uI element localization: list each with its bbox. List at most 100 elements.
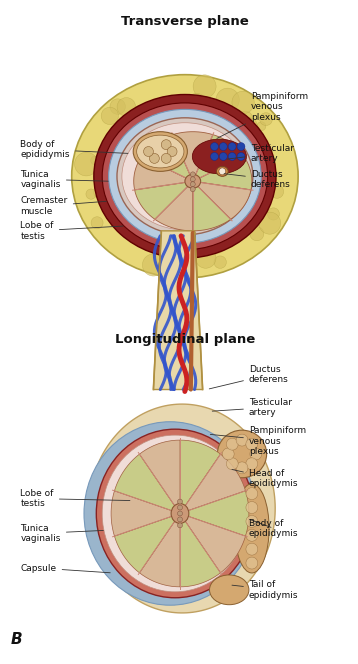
- Circle shape: [246, 543, 258, 555]
- Circle shape: [219, 153, 227, 161]
- Circle shape: [167, 147, 177, 157]
- Text: Cremaster
muscle: Cremaster muscle: [20, 197, 106, 216]
- Circle shape: [176, 225, 186, 234]
- Polygon shape: [135, 181, 193, 219]
- Circle shape: [91, 156, 99, 165]
- Circle shape: [233, 210, 248, 225]
- Circle shape: [135, 166, 156, 188]
- Text: Tail of
epididymis: Tail of epididymis: [232, 580, 299, 600]
- Circle shape: [219, 168, 226, 175]
- Circle shape: [190, 177, 195, 182]
- Polygon shape: [155, 181, 193, 231]
- Polygon shape: [180, 513, 246, 573]
- Text: Tunica
vaginalis: Tunica vaginalis: [20, 524, 103, 543]
- Text: Head of
epididymis: Head of epididymis: [232, 469, 299, 489]
- Polygon shape: [193, 181, 251, 219]
- Circle shape: [142, 254, 164, 276]
- Text: Ductus
deferens: Ductus deferens: [209, 365, 289, 389]
- Circle shape: [246, 438, 258, 450]
- Circle shape: [228, 143, 236, 151]
- Circle shape: [150, 153, 159, 163]
- Circle shape: [260, 113, 272, 125]
- Circle shape: [227, 216, 237, 226]
- Circle shape: [237, 153, 245, 161]
- Circle shape: [140, 144, 155, 159]
- Circle shape: [236, 434, 248, 446]
- Circle shape: [250, 448, 262, 460]
- Circle shape: [121, 117, 140, 137]
- Circle shape: [178, 517, 183, 522]
- Circle shape: [234, 193, 251, 210]
- Polygon shape: [140, 513, 180, 587]
- Ellipse shape: [102, 103, 267, 250]
- Circle shape: [101, 107, 118, 125]
- Circle shape: [211, 143, 218, 151]
- Circle shape: [190, 172, 195, 177]
- Circle shape: [226, 438, 238, 450]
- Ellipse shape: [209, 575, 249, 605]
- Circle shape: [241, 118, 257, 134]
- Circle shape: [163, 141, 185, 163]
- Circle shape: [246, 487, 258, 499]
- Circle shape: [178, 523, 183, 528]
- Circle shape: [141, 173, 156, 188]
- Circle shape: [161, 153, 171, 163]
- Circle shape: [238, 198, 257, 217]
- Circle shape: [179, 139, 189, 149]
- Circle shape: [232, 91, 254, 114]
- Ellipse shape: [122, 123, 248, 230]
- Circle shape: [134, 206, 144, 216]
- Ellipse shape: [217, 430, 267, 478]
- Circle shape: [246, 529, 258, 541]
- Polygon shape: [154, 231, 203, 390]
- Polygon shape: [89, 404, 275, 613]
- Ellipse shape: [185, 175, 200, 188]
- Ellipse shape: [84, 422, 256, 605]
- Ellipse shape: [133, 131, 187, 171]
- Circle shape: [178, 511, 183, 516]
- Circle shape: [246, 557, 258, 569]
- Ellipse shape: [171, 503, 189, 523]
- Circle shape: [267, 208, 280, 220]
- Text: Capsule: Capsule: [20, 564, 110, 573]
- Circle shape: [174, 226, 182, 234]
- Circle shape: [270, 185, 284, 199]
- Circle shape: [203, 183, 222, 201]
- Circle shape: [161, 139, 171, 149]
- Circle shape: [171, 163, 193, 186]
- Circle shape: [169, 114, 182, 127]
- Polygon shape: [142, 135, 193, 181]
- Circle shape: [159, 145, 173, 160]
- Circle shape: [246, 501, 258, 513]
- Circle shape: [237, 160, 254, 177]
- Circle shape: [129, 128, 147, 147]
- Circle shape: [226, 161, 238, 173]
- Polygon shape: [134, 157, 193, 190]
- Circle shape: [213, 210, 236, 234]
- Circle shape: [198, 203, 212, 217]
- Circle shape: [194, 135, 202, 143]
- Text: Pampiniform
venous
plexus: Pampiniform venous plexus: [210, 426, 306, 456]
- Circle shape: [219, 143, 227, 151]
- Polygon shape: [111, 491, 180, 536]
- Ellipse shape: [96, 429, 254, 598]
- Polygon shape: [140, 440, 180, 513]
- Circle shape: [134, 173, 146, 185]
- Circle shape: [181, 105, 189, 114]
- Polygon shape: [180, 513, 221, 587]
- Circle shape: [144, 147, 154, 157]
- Polygon shape: [115, 513, 180, 573]
- Ellipse shape: [108, 110, 261, 243]
- Circle shape: [240, 130, 263, 153]
- Polygon shape: [180, 491, 249, 536]
- Circle shape: [264, 173, 276, 187]
- Circle shape: [93, 168, 112, 187]
- Circle shape: [228, 164, 238, 175]
- Circle shape: [86, 189, 96, 199]
- Circle shape: [176, 102, 194, 120]
- Circle shape: [192, 110, 213, 130]
- Circle shape: [192, 197, 202, 207]
- Circle shape: [251, 208, 263, 220]
- Polygon shape: [173, 131, 213, 181]
- Ellipse shape: [192, 139, 246, 174]
